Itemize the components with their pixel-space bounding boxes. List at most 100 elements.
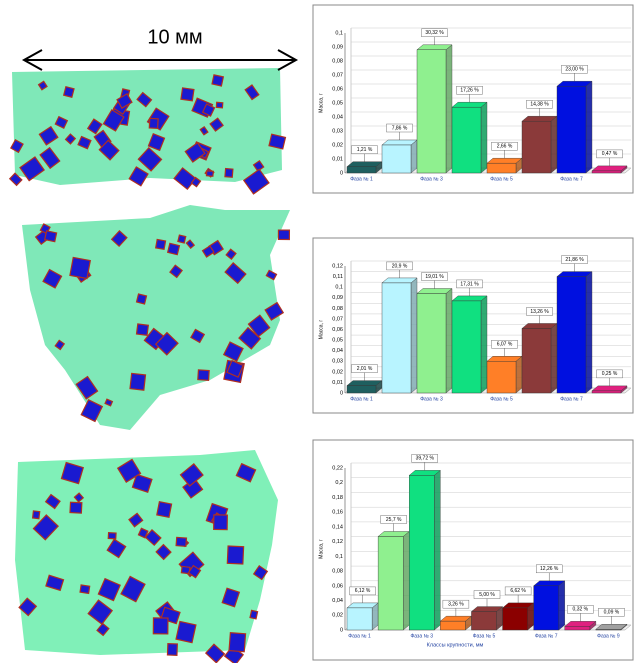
- bar: [452, 107, 481, 173]
- grain: [178, 235, 186, 243]
- bar-side: [516, 356, 522, 393]
- x-tick-label: Фаза № 3: [420, 176, 443, 182]
- value-label: 3,26 %: [448, 601, 464, 607]
- x-tick-label: Фаза № 5: [490, 176, 513, 182]
- value-label: 6,12 %: [355, 588, 371, 594]
- x-tick-label: Фаза № 1: [348, 633, 371, 639]
- y-tick-label: 0,02: [332, 369, 343, 375]
- bar: [378, 536, 403, 630]
- y-tick-label: 0,11: [333, 274, 343, 280]
- y-tick-label: 0: [340, 627, 343, 633]
- grain: [70, 502, 82, 513]
- y-tick-label: 0,02: [332, 613, 343, 619]
- bar-top: [592, 166, 627, 171]
- value-label: 7,86 %: [392, 125, 408, 131]
- grain: [137, 324, 149, 335]
- grain: [216, 102, 223, 108]
- x-tick-label: Фаза № 7: [560, 396, 583, 402]
- y-tick-label: 0,06: [332, 327, 343, 333]
- bar: [596, 629, 621, 630]
- y-tick-label: 0,08: [332, 58, 343, 64]
- grain: [181, 88, 194, 101]
- x-tick-label: Фаза № 5: [490, 396, 513, 402]
- value-label: 6,62 %: [510, 588, 526, 594]
- bar: [487, 361, 516, 393]
- bar-top: [522, 323, 557, 328]
- bar: [534, 586, 559, 630]
- bar: [347, 167, 376, 173]
- bar-side: [551, 116, 557, 173]
- bar-top: [382, 278, 417, 283]
- grain: [269, 134, 285, 149]
- bar-side: [551, 323, 557, 393]
- value-label: 17,26 %: [460, 88, 479, 94]
- value-label: 14,38 %: [530, 102, 549, 108]
- bar: [347, 608, 372, 630]
- grain: [157, 502, 172, 518]
- value-label: 0,47 %: [602, 151, 618, 157]
- bar-top: [417, 45, 452, 50]
- y-tick-label: 0,03: [332, 359, 343, 365]
- bar-top: [557, 81, 592, 86]
- bar-top: [487, 158, 522, 163]
- specimen-image: [22, 205, 290, 430]
- bar: [557, 86, 586, 173]
- grain: [149, 118, 158, 128]
- value-label: 17,31 %: [460, 281, 479, 287]
- y-tick-label: 0,04: [332, 114, 343, 120]
- bar-side: [481, 102, 487, 173]
- grain: [212, 75, 223, 86]
- bar: [382, 283, 411, 393]
- value-label: 23,00 %: [565, 67, 584, 73]
- value-label: 30,32 %: [425, 30, 444, 36]
- value-label: 13,26 %: [530, 309, 549, 315]
- bar: [452, 301, 481, 393]
- y-tick-label: 0,12: [332, 539, 343, 545]
- y-tick-label: 0,22: [332, 465, 343, 471]
- grain: [214, 515, 228, 530]
- grain: [250, 610, 258, 618]
- bar: [440, 621, 465, 630]
- bar-side: [586, 81, 592, 173]
- bar: [592, 171, 621, 173]
- bar: [487, 163, 516, 173]
- x-tick-label: Фаза № 1: [350, 396, 373, 402]
- value-label: 6,07 %: [497, 342, 513, 348]
- y-tick-label: 0,07: [332, 316, 343, 322]
- grain: [153, 618, 168, 634]
- bar: [417, 50, 446, 173]
- grain: [225, 169, 233, 178]
- value-label: 0,32 %: [573, 607, 589, 613]
- bar-side: [559, 581, 565, 630]
- x-tick-label: Фаза № 7: [535, 633, 558, 639]
- value-label: 1,21 %: [357, 147, 373, 153]
- y-tick-label: 0,14: [332, 524, 343, 530]
- bar: [471, 612, 496, 630]
- y-tick-label: 0,04: [332, 598, 343, 604]
- y-tick-label: 0,05: [332, 338, 343, 344]
- grain: [156, 239, 166, 249]
- grain: [167, 644, 177, 656]
- bar-top: [452, 296, 487, 301]
- grain: [80, 585, 90, 593]
- grain: [278, 230, 289, 239]
- x-tick-label: Фаза № 1: [350, 176, 373, 182]
- y-tick-label: 0,01: [332, 380, 343, 386]
- grain: [108, 533, 116, 539]
- bar-side: [411, 278, 417, 393]
- y-tick-label: 0,09: [332, 295, 343, 301]
- bar-top: [452, 102, 487, 107]
- x-tick-label: Фаза № 3: [411, 633, 434, 639]
- x-tick-label: Фаза № 5: [473, 633, 496, 639]
- scale-bar: 10 мм: [24, 26, 296, 70]
- y-tick-label: 0,09: [332, 44, 343, 50]
- grain: [227, 546, 243, 564]
- y-tick-label: 0,08: [332, 306, 343, 312]
- y-tick-label: 0,04: [332, 348, 343, 354]
- value-label: 39,72 %: [416, 456, 435, 462]
- y-tick-label: 0,02: [332, 142, 343, 148]
- y-tick-label: 0,2: [335, 480, 343, 486]
- y-tick-label: 0,01: [332, 156, 343, 162]
- value-label: 2,66 %: [497, 144, 513, 150]
- figure: 10 мм Масса, г00,010,020,030,040,050,060…: [0, 0, 637, 663]
